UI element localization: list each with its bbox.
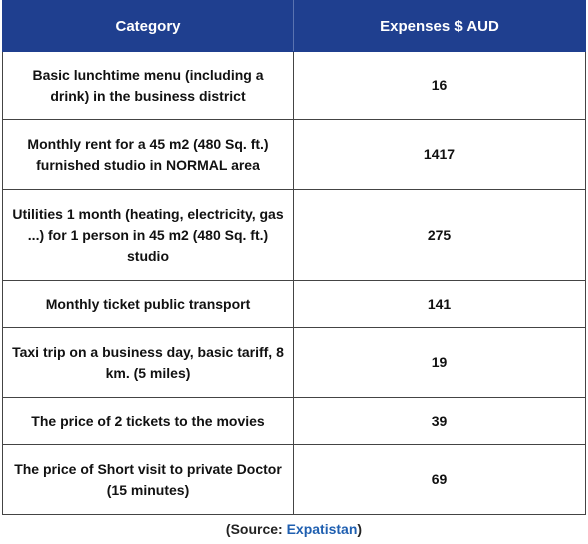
expense-cell: 275 (293, 189, 586, 281)
expense-cell: 69 (293, 444, 586, 515)
expense-cell: 39 (293, 397, 586, 445)
table-row: The price of Short visit to private Doct… (2, 444, 586, 515)
header-category: Category (2, 0, 294, 52)
table-row: Monthly ticket public transport 141 (2, 280, 586, 328)
source-link[interactable]: Expatistan (286, 521, 358, 537)
expense-cell: 1417 (293, 119, 586, 190)
expense-cell: 16 (293, 51, 586, 120)
category-cell: The price of Short visit to private Doct… (2, 444, 294, 515)
category-cell: Utilities 1 month (heating, electricity,… (2, 189, 294, 281)
category-cell: The price of 2 tickets to the movies (2, 397, 294, 445)
table-row: Monthly rent for a 45 m2 (480 Sq. ft.) f… (2, 119, 586, 190)
table-row: Basic lunchtime menu (including a drink)… (2, 51, 586, 120)
expense-cell: 141 (293, 280, 586, 328)
expenses-table: Category Expenses $ AUD Basic lunchtime … (2, 0, 586, 515)
header-expenses: Expenses $ AUD (293, 0, 586, 52)
source-caption: (Source: Expatistan) (0, 521, 588, 537)
category-cell: Basic lunchtime menu (including a drink)… (2, 51, 294, 120)
category-cell: Monthly ticket public transport (2, 280, 294, 328)
expense-cell: 19 (293, 327, 586, 398)
table-row: The price of 2 tickets to the movies 39 (2, 397, 586, 445)
table-row: Taxi trip on a business day, basic tarif… (2, 327, 586, 398)
source-prefix: (Source: (225, 521, 287, 537)
table-row: Utilities 1 month (heating, electricity,… (2, 189, 586, 281)
source-suffix: ) (357, 521, 363, 537)
table-header-row: Category Expenses $ AUD (2, 0, 586, 52)
category-cell: Monthly rent for a 45 m2 (480 Sq. ft.) f… (2, 119, 294, 190)
category-cell: Taxi trip on a business day, basic tarif… (2, 327, 294, 398)
